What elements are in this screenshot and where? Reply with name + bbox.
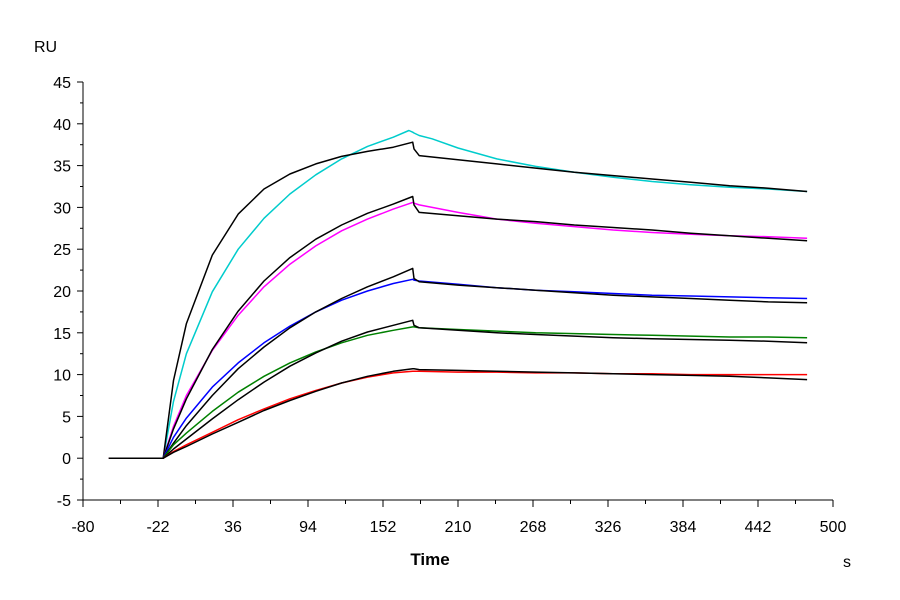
x-tick-label: 210 [445,519,472,536]
x-tick-label: 36 [224,519,242,536]
data-curve-2 [108,201,808,459]
x-ticks: -80 -22 36 94 152 210 268 326 384 442 500 [71,500,846,536]
y-ticks: -5 0 5 10 15 20 25 30 35 40 45 [53,75,83,510]
x-axis-unit: s [843,554,851,571]
data-curve-8 [108,370,808,459]
x-tick-label: 442 [745,519,772,536]
y-axis-title: RU [34,39,57,56]
fit-curve-7 [108,319,808,459]
y-tick-label: 15 [53,326,71,343]
x-tick-label: 94 [299,519,317,536]
y-tick-label: 25 [53,242,71,259]
fit-curve-3 [108,195,808,459]
y-tick-label: 20 [53,284,71,301]
y-tick-label: 10 [53,368,71,385]
data-curve-6 [108,326,808,459]
axes [82,82,833,501]
y-tick-label: 40 [53,117,71,134]
x-tick-label: -22 [146,519,169,536]
data-curve-0 [108,129,808,459]
x-tick-label: 500 [820,519,847,536]
y-tick-label: 35 [53,159,71,176]
y-tick-label: 45 [53,75,71,92]
y-tick-label: -5 [57,493,71,510]
fit-curve-1 [108,141,808,459]
plot-lines [108,129,808,459]
x-tick-label: 152 [370,519,397,536]
x-tick-label: 326 [595,519,622,536]
fit-curve-9 [108,367,808,459]
data-curve-4 [108,278,808,459]
fit-curve-5 [108,267,808,459]
x-tick-label: -80 [71,519,94,536]
x-tick-label: 384 [670,519,697,536]
y-tick-label: 0 [62,451,71,468]
x-tick-label: 268 [520,519,547,536]
y-tick-label: 30 [53,200,71,217]
y-tick-label: 5 [62,409,71,426]
x-axis-title: Time [410,550,449,569]
